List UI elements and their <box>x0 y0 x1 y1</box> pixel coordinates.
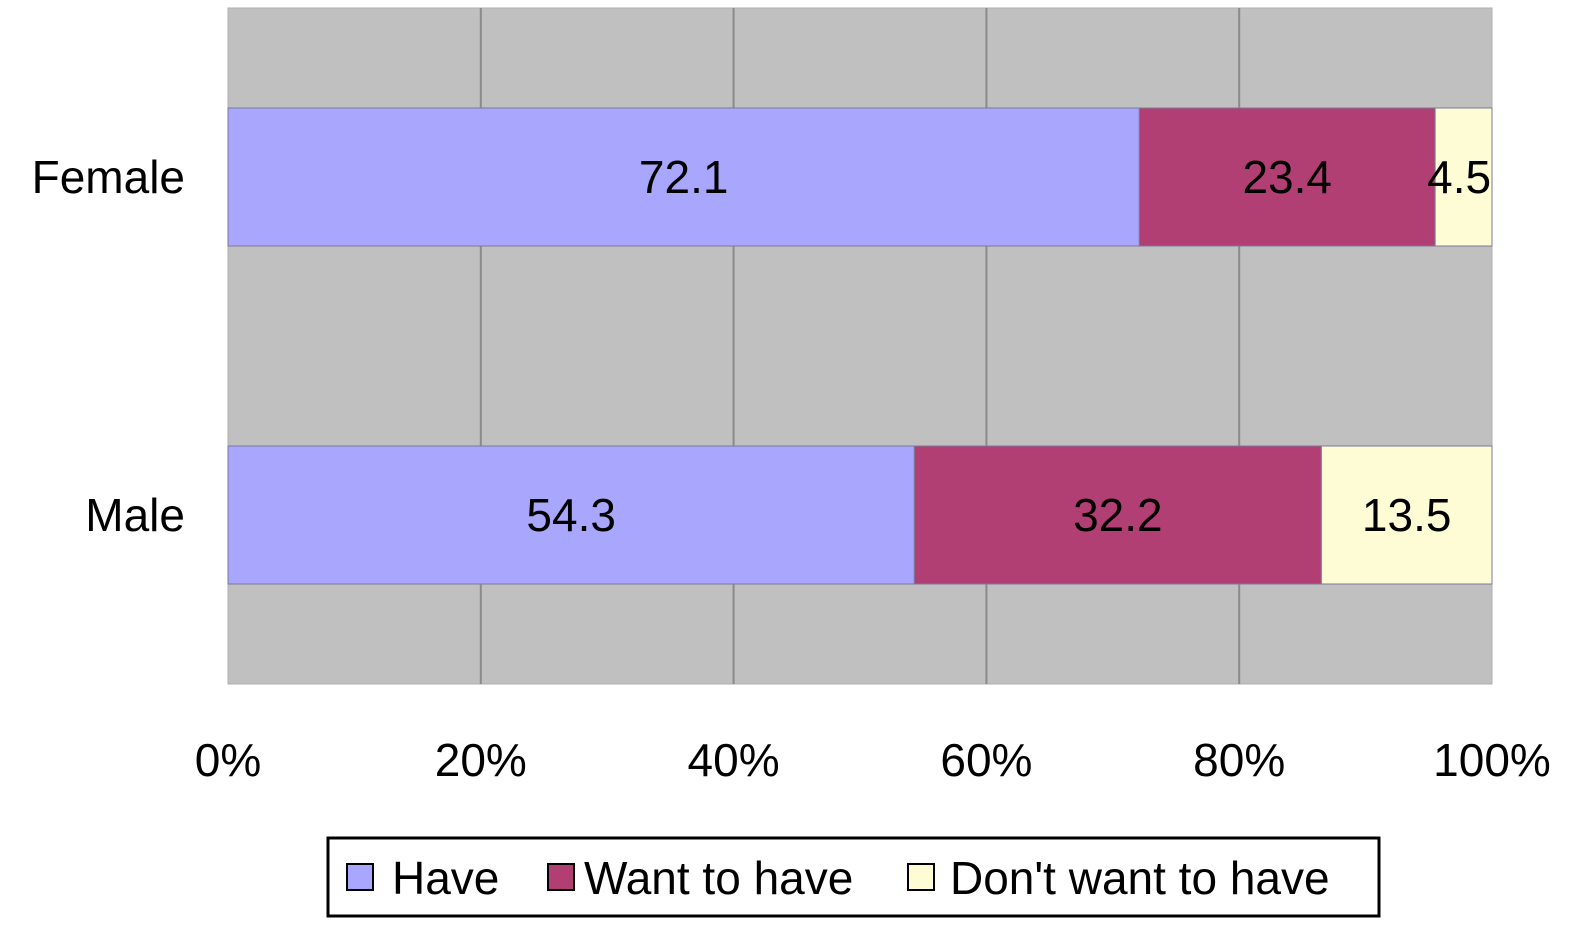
category-label-female: Female <box>32 151 185 203</box>
legend-label-0: Have <box>392 852 499 904</box>
x-tick-label-40: 40% <box>688 734 780 786</box>
legend-swatch-1 <box>547 863 575 891</box>
legend-label-1: Want to have <box>584 852 853 904</box>
bar-male-series-0 <box>227 445 915 585</box>
bar-female-series-2 <box>1434 107 1493 247</box>
data-label-female-series-1: 23.4 <box>1242 151 1332 203</box>
data-label-male-series-0: 54.3 <box>526 489 616 541</box>
legend-swatch-0 <box>346 863 374 891</box>
x-tick-label-80: 80% <box>1193 734 1285 786</box>
legend-label-2: Don't want to have <box>950 852 1330 904</box>
legend-box <box>326 836 1381 918</box>
legend: Have Want to have Don't want to have <box>326 836 1381 918</box>
bars: 72.1 23.4 4.5 54.3 32.2 13.5 <box>227 107 1493 585</box>
data-label-male-series-2: 13.5 <box>1362 489 1452 541</box>
x-tick-label-60: 60% <box>940 734 1032 786</box>
bar-female-series-1 <box>1138 107 1436 247</box>
data-label-female-series-0: 72.1 <box>639 151 729 203</box>
data-label-female-series-2: 4.5 <box>1427 151 1491 203</box>
category-label-male: Male <box>85 489 185 541</box>
bar-male-series-2 <box>1320 445 1493 585</box>
legend-swatch-2 <box>907 863 935 891</box>
data-label-male-series-1: 32.2 <box>1073 489 1163 541</box>
x-tick-labels: 0% 20% 40% 60% 80% 100% <box>195 734 1551 786</box>
category-labels: Female Male <box>32 151 185 541</box>
x-tick-label-100: 100% <box>1433 734 1551 786</box>
x-tick-label-20: 20% <box>435 734 527 786</box>
bar-female-series-0 <box>227 107 1140 247</box>
x-tick-label-0: 0% <box>195 734 261 786</box>
bar-male-series-1 <box>913 445 1322 585</box>
